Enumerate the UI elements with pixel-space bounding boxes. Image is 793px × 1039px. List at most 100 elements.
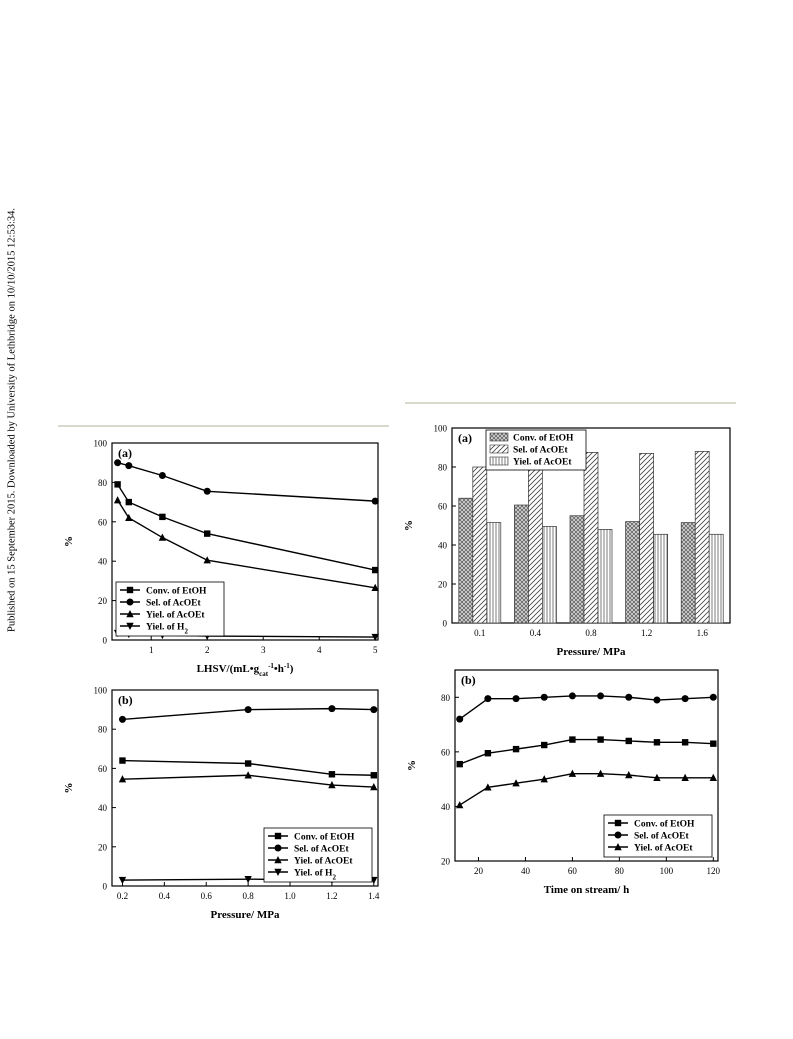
bar [653, 533, 668, 624]
data-point [244, 771, 252, 779]
y-tick-label: 20 [438, 580, 448, 590]
y-axis-label: % [63, 783, 75, 794]
data-point [597, 692, 605, 700]
legend-label: Sel. of AcOEt [634, 832, 689, 842]
legend-swatch [489, 456, 509, 466]
data-point [244, 760, 252, 767]
y-tick-label: 100 [434, 424, 448, 434]
data-point [244, 706, 252, 714]
data-point [681, 773, 689, 781]
legend-label: Yiel. of H2 [294, 869, 336, 882]
y-tick-label: 40 [98, 803, 108, 813]
bar [708, 533, 724, 624]
chart-d: (b)% 20 40 60 80 20 40 60 80 100 120 Time on stream… [406, 669, 721, 896]
data-point [114, 459, 122, 467]
bar [569, 515, 585, 624]
bar [694, 451, 710, 624]
legend-marker [274, 832, 282, 840]
y-tick-label: 20 [98, 596, 108, 606]
y-tick-label: 40 [438, 541, 448, 551]
x-tick-label: 100 [660, 866, 674, 876]
data-point [484, 783, 492, 791]
y-tick-label: 0 [443, 619, 448, 629]
bar [472, 466, 488, 624]
chart-b: (b)% 0 20 40 60 80 100 0.2 0.4 0.6 0.8 1.0 1.2 1.4 Pre… [63, 686, 380, 922]
x-tick-label: 40 [521, 866, 531, 876]
data-point [370, 706, 378, 714]
bar [680, 522, 696, 624]
legend-marker [274, 856, 282, 864]
data-point [709, 693, 717, 701]
data-point [203, 556, 211, 564]
legend-label: Yiel. of H2 [146, 623, 188, 636]
data-point [681, 695, 689, 703]
x-tick-label: 0.8 [585, 628, 597, 638]
data-point [370, 783, 378, 791]
x-tick-label: 0.6 [201, 891, 213, 901]
y-tick-label: 40 [98, 557, 108, 567]
legend-label: Yiel. of AcOEt [294, 857, 353, 867]
series-line [117, 483, 376, 571]
x-tick-label: 4 [317, 645, 322, 655]
series-line [122, 759, 374, 776]
bar [583, 452, 599, 624]
data-point [512, 779, 520, 787]
y-tick-label: 80 [98, 478, 108, 488]
series-line [459, 738, 714, 765]
panel-label: (a) [118, 446, 132, 460]
y-tick-label: 60 [438, 502, 448, 512]
data-point [625, 737, 632, 745]
data-point [653, 696, 661, 704]
panel-label: (b) [118, 693, 133, 707]
y-tick-label: 60 [98, 764, 108, 774]
bar [639, 453, 654, 624]
x-tick-label: 60 [568, 866, 578, 876]
panel-label: (a) [458, 431, 472, 445]
data-point [113, 496, 122, 504]
legend: Conv. of EtOH Sel. of AcOEt Yiel. of AcOEt… [115, 581, 225, 637]
y-tick-label: 80 [98, 725, 108, 735]
bar [597, 529, 613, 624]
y-tick-label: 0 [103, 882, 108, 892]
bar [458, 497, 474, 624]
data-point [371, 583, 379, 591]
data-point [328, 705, 336, 713]
legend-marker [274, 844, 282, 852]
data-point [456, 715, 464, 723]
data-point [653, 773, 661, 781]
legend-label: Conv. of EtOH [294, 833, 355, 843]
legend-marker [126, 586, 134, 594]
data-point [512, 695, 520, 703]
legend-label: Conv. of EtOH [146, 587, 207, 597]
legend-marker [614, 831, 622, 839]
legend: Conv. of EtOH Sel. of AcOEt Yiel. of AcOEt [603, 814, 713, 858]
x-tick-label: 1.0 [284, 891, 296, 901]
x-tick-label: 1 [149, 645, 154, 655]
bar [486, 522, 502, 624]
x-axis-label: LHSV/(mL•gcat-1•h-1) [197, 662, 294, 678]
legend: Conv. of EtOH Sel. of AcOEt Yiel. of AcOEt [485, 429, 587, 471]
data-point [118, 715, 126, 723]
series-line [122, 774, 374, 788]
data-point [456, 760, 463, 768]
chart-c: (a)% 0 20 40 60 80 100 0.1 0.4 0.8 1.2 1.6 Pressure/… [403, 424, 731, 658]
bar [625, 521, 640, 624]
y-tick-label: 100 [94, 686, 108, 696]
series-line [117, 499, 376, 589]
data-point [597, 736, 604, 743]
legend-label: Conv. of EtOH [634, 820, 695, 830]
data-point [159, 513, 166, 521]
legend-label: Sel. of AcOEt [146, 599, 201, 609]
y-tick-label: 20 [441, 857, 451, 867]
y-tick-label: 60 [441, 747, 451, 757]
x-tick-label: 0.8 [243, 891, 255, 901]
data-point [541, 741, 548, 749]
legend-label: Yiel. of AcOEt [513, 458, 572, 468]
legend-swatch [489, 444, 509, 454]
data-point [568, 769, 577, 777]
data-point [371, 497, 379, 505]
x-tick-label: 80 [615, 866, 625, 876]
legend-box [115, 581, 225, 637]
data-point [119, 757, 126, 764]
